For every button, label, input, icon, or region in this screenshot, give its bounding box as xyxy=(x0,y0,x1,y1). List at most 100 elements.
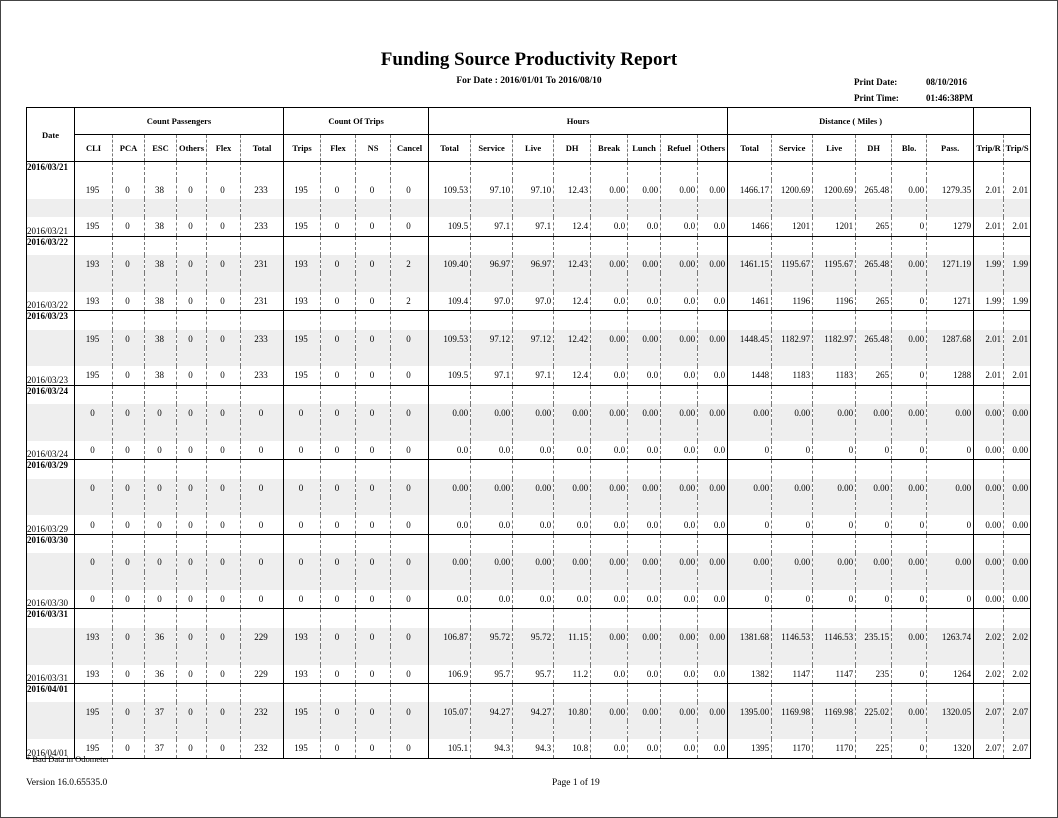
summary-value: 265 xyxy=(855,217,892,237)
detail-value: 0.00 xyxy=(855,553,892,572)
cell xyxy=(697,571,728,590)
cell xyxy=(512,161,554,181)
cell xyxy=(1003,682,1031,703)
cell xyxy=(428,459,471,479)
cell xyxy=(112,608,145,628)
summary-value: 0 xyxy=(112,664,145,684)
column-header: Service xyxy=(470,134,513,162)
detail-value: 38 xyxy=(144,329,177,348)
cell xyxy=(1003,459,1031,479)
detail-value: 0 xyxy=(283,553,321,572)
summary-value: 193 xyxy=(283,291,321,311)
summary-value: 0 xyxy=(283,589,321,609)
summary-value: 1196 xyxy=(812,291,856,311)
cell xyxy=(112,497,145,516)
summary-value: 0.0 xyxy=(590,589,628,609)
detail-value: 12.43 xyxy=(553,180,591,199)
summary-value: 0 xyxy=(112,589,145,609)
detail-value: 0 xyxy=(390,627,429,647)
detail-value: 0 xyxy=(144,553,177,572)
cell xyxy=(727,273,772,292)
summary-value: 0.0 xyxy=(512,515,554,535)
summary-value: 12.4 xyxy=(553,217,591,237)
cell xyxy=(627,682,661,703)
cell xyxy=(973,497,1004,516)
detail-value: 38 xyxy=(144,254,177,274)
detail-value: 2.01 xyxy=(1003,329,1031,348)
detail-value: 0.00 xyxy=(891,254,927,274)
detail-value: 0 xyxy=(355,702,391,721)
cell xyxy=(1003,533,1031,554)
detail-value: 0.00 xyxy=(891,627,927,647)
cell xyxy=(144,646,177,665)
detail-value: 0.00 xyxy=(428,553,471,572)
detail-value: 0.00 xyxy=(926,404,974,423)
cell xyxy=(855,384,892,405)
cell xyxy=(891,235,927,255)
detail-value: 0 xyxy=(239,553,284,572)
cell xyxy=(855,646,892,665)
summary-value: 0 xyxy=(239,515,284,535)
cell xyxy=(144,310,177,330)
detail-value: 0 xyxy=(320,478,356,498)
summary-row: 2016/04/01 195 0 37 0 0 232 195 0 0 0 105.1 94.3 94.3… xyxy=(27,739,1031,758)
cell xyxy=(973,646,1004,665)
cell xyxy=(891,608,927,628)
cell xyxy=(697,310,728,330)
cell xyxy=(891,347,927,367)
detail-value: 1200.69 xyxy=(771,180,813,199)
date-row: 2016/03/24 xyxy=(26,384,1031,405)
detail-value: 0 xyxy=(144,478,177,498)
summary-value: 1466 xyxy=(727,217,772,237)
summary-value: 0 xyxy=(320,291,356,311)
summary-value: 0 xyxy=(74,589,113,609)
summary-value: 0.00 xyxy=(973,440,1004,460)
summary-value: 1196 xyxy=(771,291,813,311)
summary-value: 0 xyxy=(926,589,974,609)
cell xyxy=(320,235,356,255)
summary-value: 2.02 xyxy=(1003,664,1031,684)
column-header: Live xyxy=(512,134,554,162)
column-header: Total xyxy=(727,134,772,162)
cell xyxy=(1003,608,1031,628)
detail-value: 0 xyxy=(355,478,391,498)
detail-value: 0 xyxy=(320,702,356,721)
detail-value: 0.00 xyxy=(771,404,813,423)
cell xyxy=(74,608,113,628)
cell xyxy=(355,310,391,330)
cell xyxy=(512,235,554,255)
cell xyxy=(812,720,856,740)
cell xyxy=(470,682,513,703)
cell xyxy=(627,646,661,665)
cell xyxy=(144,682,177,703)
cell xyxy=(926,646,974,665)
detail-value: 1448.45 xyxy=(727,329,772,348)
cell xyxy=(355,198,391,218)
detail-value: 0.00 xyxy=(697,627,728,647)
detail-value: 2.01 xyxy=(973,180,1004,199)
cell xyxy=(390,198,429,218)
detail-value: 0 xyxy=(320,329,356,348)
summary-value: 1279 xyxy=(926,217,974,237)
detail-value: 0.00 xyxy=(973,553,1004,572)
cell xyxy=(470,720,513,740)
summary-value: 0 xyxy=(727,589,772,609)
summary-value: 229 xyxy=(239,664,284,684)
cell xyxy=(320,198,356,218)
detail-value: 0 xyxy=(112,329,145,348)
cell xyxy=(428,273,471,292)
detail-value: 0 xyxy=(176,329,207,348)
cell xyxy=(176,571,207,590)
detail-value: 0.00 xyxy=(660,627,698,647)
cell xyxy=(206,422,241,441)
cell xyxy=(627,384,661,405)
detail-value: 0 xyxy=(112,404,145,423)
cell xyxy=(812,459,856,479)
cell xyxy=(470,161,513,181)
cell xyxy=(973,384,1004,405)
summary-value: 0 xyxy=(355,515,391,535)
detail-value: 0.00 xyxy=(590,180,628,199)
cell xyxy=(660,497,698,516)
cell xyxy=(727,646,772,665)
cell xyxy=(771,198,813,218)
